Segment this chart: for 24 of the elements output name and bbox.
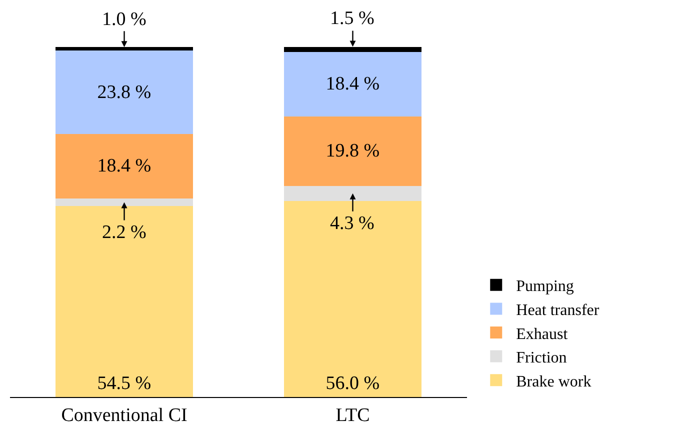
- legend-label: Brake work: [516, 373, 592, 390]
- data-label: 23.8 %: [97, 82, 152, 103]
- data-label: 1.0 %: [102, 9, 146, 30]
- x-tick-label: LTC: [336, 404, 370, 426]
- bar: [284, 186, 422, 201]
- data-label: 2.2 %: [102, 222, 146, 243]
- bar: [284, 200, 422, 397]
- legend-label: Heat transfer: [516, 302, 600, 319]
- bar: [56, 206, 193, 397]
- data-label: 56.0 %: [326, 373, 380, 394]
- data-label: 54.5 %: [97, 373, 152, 394]
- bar: [56, 50, 193, 134]
- legend-label: Friction: [516, 350, 567, 367]
- data-label: 19.8 %: [326, 140, 380, 162]
- bar: [284, 116, 422, 186]
- data-label: 1.5 %: [330, 8, 374, 29]
- data-label: 18.4 %: [97, 156, 152, 177]
- legend-label: Pumping: [516, 278, 574, 296]
- x-tick-label: Conventional CI: [61, 404, 188, 426]
- data-label: 18.4 %: [326, 74, 380, 95]
- bar: [56, 134, 193, 198]
- data-label: 4.3 %: [330, 213, 374, 234]
- legend-label: Exhaust: [516, 326, 568, 343]
- bar: [284, 52, 422, 116]
